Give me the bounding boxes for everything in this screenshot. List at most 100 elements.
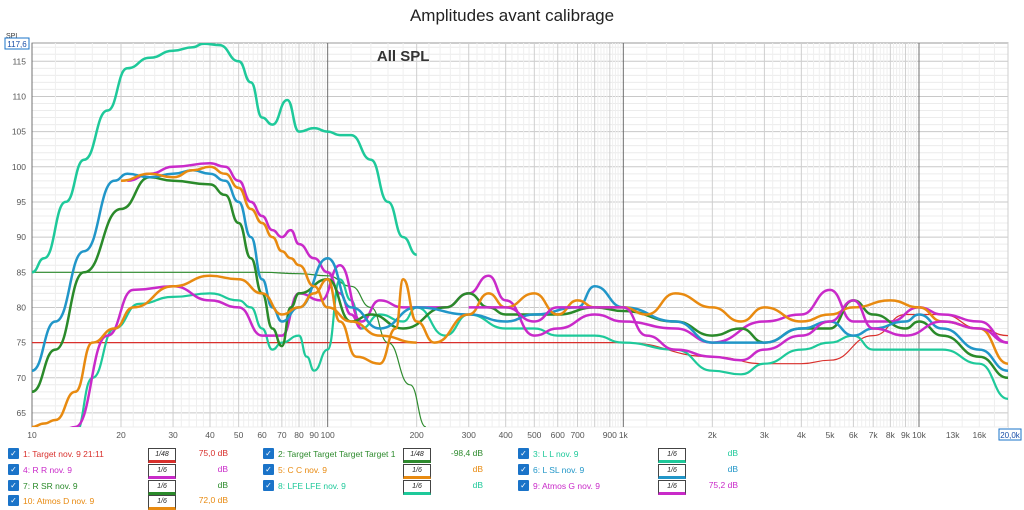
y-tick-label: 70	[17, 373, 27, 383]
x-tick-label: 13k	[946, 430, 960, 440]
series-line-10	[120, 165, 417, 344]
y-tick-label: 105	[12, 127, 26, 137]
x-tick-label: 8k	[886, 430, 896, 440]
x-tick-label: 700	[570, 430, 584, 440]
y-tick-label: 80	[17, 302, 27, 312]
legend-db-value: dB	[727, 448, 738, 458]
legend-checkbox[interactable]: ✓	[8, 464, 19, 475]
legend-checkbox[interactable]: ✓	[518, 464, 529, 475]
x-tick-label: 500	[527, 430, 541, 440]
smoothing-button[interactable]: 1/6	[658, 448, 686, 463]
series-line-9	[32, 274, 1008, 427]
x-tick-label: 90	[309, 430, 319, 440]
series-line-6	[127, 162, 362, 330]
smoothing-button[interactable]: 1/6	[403, 464, 431, 479]
x-tick-label: 200	[410, 430, 424, 440]
y-top-box	[4, 37, 30, 50]
x-tick-label: 300	[462, 430, 476, 440]
legend-label: 9: Atmos G nov. 9	[533, 480, 600, 491]
legend-item[interactable]: ✓ 3: L L nov. 9	[518, 447, 579, 460]
legend-label: 5: C C nov. 9	[278, 464, 327, 475]
x-tick-label: 7k	[869, 430, 879, 440]
legend-item[interactable]: ✓ 7: R SR nov. 9	[8, 479, 78, 492]
y-tick-label: 65	[17, 408, 27, 418]
x-tick-label: 6k	[849, 430, 859, 440]
x-tick-label: 4k	[797, 430, 807, 440]
x-tick-label: 40	[205, 430, 215, 440]
x-tick-label: 60	[257, 430, 267, 440]
legend-label: 1: Target nov. 9 21:11	[23, 448, 104, 459]
legend-checkbox[interactable]: ✓	[518, 480, 529, 491]
x-tick-label: 5k	[825, 430, 835, 440]
x-tick-label: 10	[27, 430, 37, 440]
x-tick-label: 3k	[760, 430, 770, 440]
x-tick-label: 16k	[972, 430, 986, 440]
chart-title: Amplitudes avant calibrage	[409, 6, 615, 25]
smoothing-button[interactable]: 1/6	[148, 464, 176, 479]
y-top-label: 117,6	[7, 40, 27, 49]
y-tick-label: 90	[17, 232, 27, 242]
series-line-3	[32, 43, 418, 274]
legend-label: 2: Target Target Target Target 1	[278, 448, 396, 459]
legend-item[interactable]: ✓ 4: R R nov. 9	[8, 463, 72, 476]
series-line-7	[32, 176, 1008, 394]
y-tick-label: 75	[17, 338, 27, 348]
smoothing-button[interactable]: 1/48	[148, 448, 176, 463]
legend-item[interactable]: ✓ 2: Target Target Target Target 1	[263, 447, 396, 460]
legend-item[interactable]: ✓ 6: L SL nov. 9	[518, 463, 584, 476]
legend-label: 4: R R nov. 9	[23, 464, 72, 475]
legend-db-value: dB	[472, 464, 483, 474]
legend-checkbox[interactable]: ✓	[518, 448, 529, 459]
legend-label: 10: Atmos D nov. 9	[23, 495, 95, 506]
x-tick-label: 10k	[912, 430, 926, 440]
x-tick-label: 70	[277, 430, 287, 440]
legend-checkbox[interactable]: ✓	[263, 480, 274, 491]
legend-item[interactable]: ✓ 5: C C nov. 9	[263, 463, 327, 476]
legend-db-value: 75,0 dB	[198, 448, 228, 458]
y-tick-label: 115	[12, 56, 26, 66]
x-right-box	[998, 428, 1022, 441]
x-right-label: 20,0k	[1000, 431, 1021, 440]
x-tick-label: 80	[294, 430, 304, 440]
y-tick-label: 110	[12, 91, 26, 101]
legend-item[interactable]: ✓ 10: Atmos D nov. 9	[8, 494, 94, 507]
legend-db-value: 75,2 dB	[708, 480, 738, 490]
legend-label: 6: L SL nov. 9	[533, 464, 585, 475]
legend-label: 3: L L nov. 9	[533, 448, 579, 459]
x-tick-label: 900	[603, 430, 617, 440]
x-tick-label: 50	[234, 430, 244, 440]
legend-db-value: -98,4 dB	[450, 448, 483, 458]
legend-checkbox[interactable]: ✓	[8, 495, 19, 506]
legend-db-value: dB	[217, 464, 228, 474]
x-tick-label: 9k	[901, 430, 911, 440]
legend-checkbox[interactable]: ✓	[8, 480, 19, 491]
smoothing-button[interactable]: 1/6	[658, 480, 686, 495]
legend-checkbox[interactable]: ✓	[263, 448, 274, 459]
smoothing-button[interactable]: 1/48	[403, 448, 431, 463]
legend-db-value: dB	[727, 464, 738, 474]
legend-db-value: dB	[217, 480, 228, 490]
y-tick-label: 85	[17, 267, 27, 277]
legend-db-value: dB	[472, 480, 483, 490]
legend-checkbox[interactable]: ✓	[8, 448, 19, 459]
smoothing-button[interactable]: 1/6	[403, 480, 431, 495]
watermark-label: All SPL	[377, 48, 430, 65]
legend-label: 7: R SR nov. 9	[23, 480, 78, 491]
legend-checkbox[interactable]: ✓	[263, 464, 274, 475]
x-tick-label: 1k	[619, 430, 629, 440]
legend-label: 8: LFE LFE nov. 9	[278, 480, 346, 491]
x-tick-label: 400	[499, 430, 513, 440]
legend-db-value: 72,0 dB	[198, 495, 228, 505]
y-tick-label: 95	[17, 197, 27, 207]
x-tick-label: 600	[551, 430, 565, 440]
smoothing-button[interactable]: 1/6	[148, 495, 176, 510]
x-tick-label: 20	[116, 430, 126, 440]
smoothing-button[interactable]: 1/6	[658, 464, 686, 479]
legend-item[interactable]: ✓ 9: Atmos G nov. 9	[518, 479, 600, 492]
smoothing-button[interactable]: 1/6	[148, 480, 176, 495]
legend-item[interactable]: ✓ 1: Target nov. 9 21:11	[8, 447, 104, 460]
legend-item[interactable]: ✓ 8: LFE LFE nov. 9	[263, 479, 346, 492]
x-tick-label: 2k	[708, 430, 718, 440]
x-tick-label: 100	[321, 430, 335, 440]
